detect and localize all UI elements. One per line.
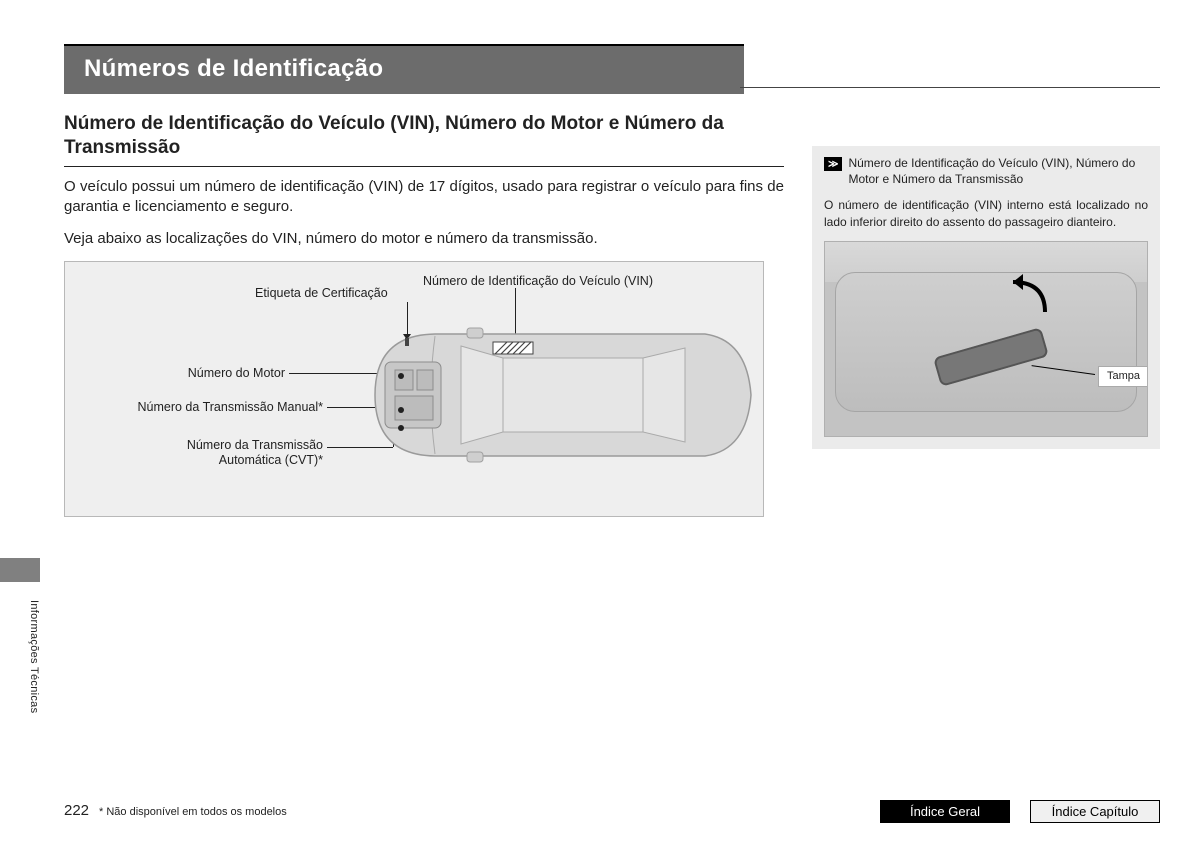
page: Números de Identificação Número de Ident… [0, 0, 1200, 845]
label-trans-auto: Número da Transmissão Automática (CVT)* [75, 438, 323, 467]
spine-tab [0, 558, 40, 582]
side-heading: ≫ Número de Identificação do Veículo (VI… [824, 156, 1148, 187]
car-topview-icon [365, 310, 755, 480]
side-paragraph: O número de identificação (VIN) interno … [824, 197, 1148, 231]
header-rule [740, 87, 1160, 88]
side-column: ≫ Número de Identificação do Veículo (VI… [812, 112, 1160, 517]
content-row: Número de Identificação do Veículo (VIN)… [64, 112, 1160, 517]
index-chapter-button[interactable]: Índice Capítulo [1030, 800, 1160, 823]
label-vin: Número de Identificação do Veículo (VIN) [423, 274, 653, 288]
side-panel: ≫ Número de Identificação do Veículo (VI… [812, 146, 1160, 449]
chevron-badge-icon: ≫ [824, 157, 842, 171]
footer: 222 * Não disponível em todos os modelos [64, 802, 287, 819]
paragraph-2: Veja abaixo as localizações do VIN, núme… [64, 229, 784, 249]
curved-arrow-icon [995, 272, 1055, 322]
side-photo: Tampa [824, 241, 1148, 437]
vehicle-diagram: Etiqueta de Certificação Número de Ident… [64, 261, 764, 517]
label-trans-manual: Número da Transmissão Manual* [75, 400, 323, 414]
side-heading-text: Número de Identificação do Veículo (VIN)… [848, 156, 1148, 187]
section-header: Números de Identificação [64, 44, 744, 94]
page-number: 222 [64, 802, 89, 819]
label-cert: Etiqueta de Certificação [255, 286, 388, 300]
spine-text: Informações Técnicas [28, 600, 40, 713]
label-motor: Número do Motor [75, 366, 285, 380]
index-buttons: Índice Geral Índice Capítulo [880, 800, 1160, 823]
paragraph-1: O veículo possui um número de identifica… [64, 177, 784, 218]
main-column: Número de Identificação do Veículo (VIN)… [64, 112, 784, 517]
index-general-button[interactable]: Índice Geral [880, 800, 1010, 823]
subheading: Número de Identificação do Veículo (VIN)… [64, 112, 784, 167]
label-tampa: Tampa [1098, 366, 1148, 387]
footnote: * Não disponível em todos os modelos [99, 806, 287, 818]
